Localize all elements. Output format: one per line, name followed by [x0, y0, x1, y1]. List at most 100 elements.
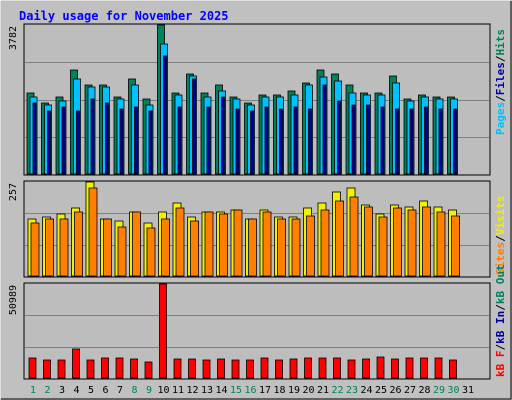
x-tick-label: 13 [201, 385, 213, 396]
x-tick-label: 16 [244, 385, 256, 396]
bar-sites-day-7 [117, 226, 127, 277]
bar-sites-day-4 [74, 211, 83, 277]
y-max-label-top: 3782 [8, 26, 19, 50]
legend-entry: kB F [494, 351, 507, 378]
legend-panel-0: Pages/Files/Hits [494, 29, 507, 135]
bar-sites-day-10 [161, 218, 170, 277]
bar-sites-day-16 [248, 218, 257, 277]
bar-sites-day-19 [291, 218, 301, 277]
bar-kb-f-day-10 [159, 283, 167, 379]
bar-sites-day-6 [103, 218, 112, 277]
legend-entry: Files [494, 62, 507, 95]
bar-kb-f-day-15 [231, 359, 240, 379]
bar-pages-day-27 [409, 108, 414, 175]
legend-panel-1: Sites/Visits [494, 196, 507, 276]
bar-sites-day-30 [451, 215, 460, 277]
x-tick-label: 11 [172, 385, 184, 396]
legend-entry: / [494, 95, 507, 102]
bar-kb-f-day-30 [449, 359, 457, 379]
x-axis-day-labels: 1 2 3 4 5 6 7 8 9 10 11 12 13 14 15 16 17 18 19 20 21 22 23 24 2… [30, 385, 474, 396]
bar-sites-day-28 [422, 206, 431, 277]
bar-kb-f-day-29 [434, 357, 443, 379]
bars-top-panel [26, 24, 458, 175]
bar-pages-day-11 [177, 106, 182, 175]
bar-pages-day-12 [192, 78, 196, 175]
bar-pages-day-4 [76, 110, 80, 175]
x-tick-label: 21 [317, 385, 329, 396]
bar-pages-day-3 [61, 106, 66, 175]
bar-kb-f-day-17 [260, 357, 269, 379]
x-tick-label: 18 [273, 385, 285, 396]
bar-kb-f-day-14 [217, 358, 225, 379]
bar-kb-f-day-13 [202, 359, 211, 379]
bar-pages-day-13 [206, 106, 211, 175]
bar-sites-day-8 [132, 211, 141, 277]
bar-pages-day-26 [395, 108, 399, 175]
bars-middle-panel [27, 181, 460, 277]
x-tick-label: 30 [447, 385, 459, 396]
x-tick-label: 29 [433, 385, 445, 396]
bar-kb-f-day-19 [289, 358, 298, 379]
x-tick-label: 15 [230, 385, 242, 396]
bar-kb-f-day-4 [72, 348, 80, 379]
x-tick-label: 9 [146, 385, 152, 396]
legend-entry: / [494, 55, 507, 62]
bar-sites-day-12 [190, 220, 199, 277]
x-tick-label: 27 [404, 385, 416, 396]
bar-pages-day-23 [351, 104, 356, 175]
bar-pages-day-1 [32, 102, 37, 175]
bar-pages-day-2 [47, 110, 51, 175]
bar-sites-day-24 [364, 206, 373, 277]
x-tick-label: 2 [44, 385, 50, 396]
bar-pages-day-30 [453, 108, 457, 175]
x-tick-label: 24 [360, 385, 372, 396]
bar-sites-day-21 [320, 209, 330, 277]
bar-pages-day-28 [424, 106, 428, 175]
bar-kb-f-day-21 [318, 357, 327, 379]
bar-kb-f-day-6 [101, 357, 109, 379]
bar-kb-f-day-28 [420, 357, 428, 379]
bar-pages-day-25 [380, 106, 385, 175]
bar-pages-day-14 [221, 96, 225, 175]
x-tick-label: 20 [302, 385, 314, 396]
x-tick-label: 7 [117, 385, 123, 396]
bar-sites-day-18 [277, 218, 286, 277]
bar-sites-day-14 [219, 213, 228, 277]
x-tick-label: 26 [389, 385, 401, 396]
bar-sites-day-26 [393, 207, 402, 277]
bar-pages-day-6 [105, 102, 109, 175]
bar-kb-f-day-22 [333, 357, 341, 379]
x-tick-label: 12 [186, 385, 198, 396]
bar-kb-f-day-9 [144, 361, 153, 379]
x-tick-label: 5 [88, 385, 94, 396]
bar-kb-f-day-8 [130, 358, 138, 379]
bar-kb-f-day-2 [43, 359, 51, 379]
bar-pages-day-17 [264, 106, 269, 175]
bar-pages-day-7 [119, 108, 124, 175]
x-tick-label: 1 [30, 385, 36, 396]
bar-sites-day-27 [407, 209, 417, 277]
bar-pages-day-18 [279, 108, 283, 175]
bar-sites-day-3 [59, 218, 69, 277]
bar-kb-f-day-3 [57, 359, 66, 379]
x-tick-label: 8 [131, 385, 137, 396]
legend-entry: kB Out [494, 264, 507, 304]
legend-entry: / [494, 304, 507, 311]
bar-pages-day-19 [293, 106, 298, 175]
y-max-label-middle: 257 [8, 183, 19, 201]
bar-kb-f-day-25 [376, 356, 385, 379]
bar-pages-day-10 [163, 55, 167, 175]
x-tick-label: 14 [215, 385, 227, 396]
x-tick-label: 23 [346, 385, 358, 396]
legend-entry: Hits [494, 29, 507, 56]
x-tick-label: 22 [331, 385, 343, 396]
bar-kb-f-day-18 [275, 359, 283, 379]
legend-entry: kB In [494, 311, 507, 344]
legend-entry: Visits [494, 196, 507, 236]
x-tick-label: 28 [418, 385, 430, 396]
legend-entry: / [494, 344, 507, 351]
x-tick-label: 19 [288, 385, 300, 396]
